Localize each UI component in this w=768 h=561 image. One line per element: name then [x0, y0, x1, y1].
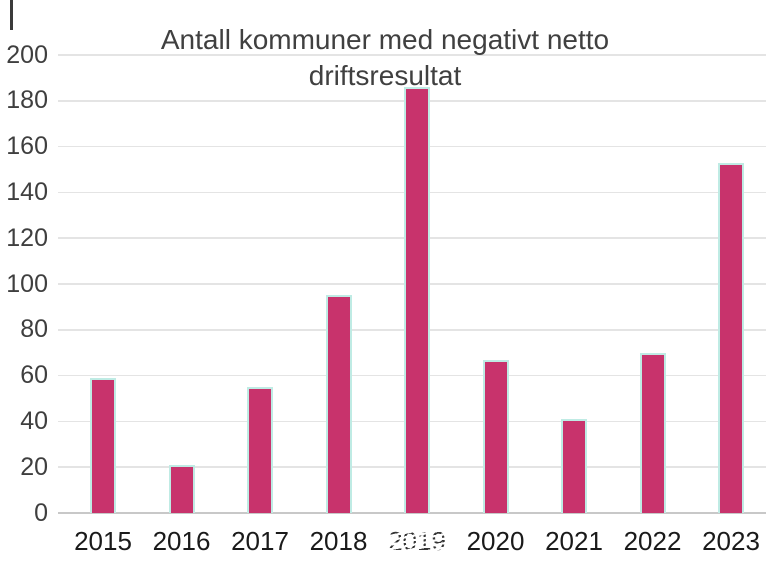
bar-2020: [482, 359, 509, 513]
chart-title: Antall kommuner med negativt netto drift…: [85, 22, 685, 94]
x-axis-tick-label-2017: 2017: [231, 526, 289, 556]
y-axis-tick-label: 160: [6, 132, 48, 161]
y-axis-tick-label: 120: [6, 223, 48, 252]
x-axis-tick-label-2020: 2020: [466, 526, 525, 556]
y-axis-tick-label: 0: [34, 498, 48, 527]
chart-title-line-2: driftsresultat: [308, 60, 462, 91]
y-axis-tick-label: 80: [20, 315, 48, 344]
y-axis-tick-label: 60: [20, 361, 48, 390]
bar-2016: [168, 464, 195, 513]
bar-2021: [561, 419, 587, 513]
x-axis-line: [58, 512, 766, 514]
bar-2018: [325, 295, 352, 513]
x-axis-tick-label-2015: 2015: [74, 526, 132, 556]
bar-2022: [639, 352, 666, 513]
stray-line-artifact: [10, 0, 13, 30]
x-axis-tick-label-2016: 2016: [152, 526, 211, 556]
y-axis-tick-label: 40: [20, 406, 48, 435]
y-axis-tick-label: 200: [6, 40, 48, 69]
chart-title-line-1: Antall kommuner med negativt netto: [160, 24, 610, 55]
bar-2017: [247, 387, 273, 513]
x-axis-tick-label-2019: 2019: [388, 526, 446, 556]
y-axis-tick-label: 180: [6, 86, 48, 115]
y-axis-tick-label: 20: [20, 452, 48, 481]
bar-2015: [90, 377, 116, 513]
y-axis-tick-label: 100: [6, 269, 48, 298]
y-axis-tick-label: 140: [6, 177, 48, 206]
x-axis-tick-label-2023: 2023: [702, 526, 760, 556]
bar-2023: [718, 162, 744, 513]
x-axis-tick-label-2018: 2018: [309, 526, 368, 556]
x-axis-tick-label-2022: 2022: [623, 526, 682, 556]
gridline: [58, 54, 766, 56]
bar-2019: [404, 87, 430, 513]
x-axis-tick-label-2021: 2021: [545, 526, 603, 556]
